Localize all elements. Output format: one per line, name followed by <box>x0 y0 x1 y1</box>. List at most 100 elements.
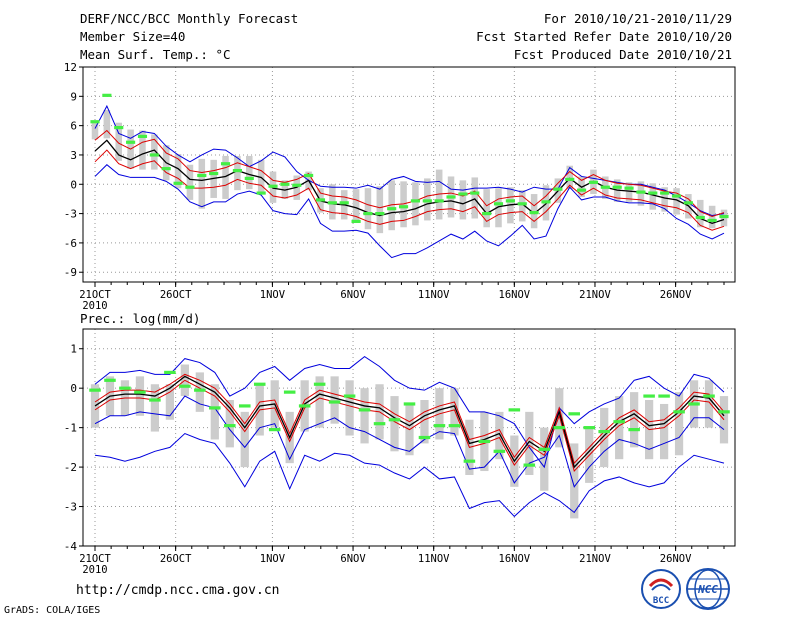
temp-marker <box>304 173 314 178</box>
precip-marker <box>508 408 521 412</box>
temp-marker <box>327 201 337 205</box>
precip-marker <box>493 449 506 453</box>
precip-spread-low-line <box>94 379 725 473</box>
temp-marker <box>149 153 159 157</box>
temp-xtick-label: 21OCT <box>79 289 111 301</box>
temp-box <box>174 153 182 189</box>
temp-marker <box>660 191 670 195</box>
temp-box <box>364 188 372 230</box>
precip-box <box>420 400 429 444</box>
member-size-label: Member Size=40 <box>80 29 186 44</box>
temp-marker <box>505 199 515 203</box>
temp-box <box>673 188 680 215</box>
temp-box <box>376 186 384 234</box>
temp-marker <box>268 184 278 188</box>
precip-marker <box>298 404 311 408</box>
temp-box <box>649 183 657 210</box>
temp-marker <box>398 205 409 209</box>
temp-marker <box>636 190 646 194</box>
temp-box <box>471 177 479 219</box>
temp-ytick-label: -9 <box>64 266 77 279</box>
precip-envelope-upper <box>94 395 725 488</box>
temp-marker <box>339 201 349 205</box>
temp-ytick-label: -6 <box>64 237 77 250</box>
temp-marker <box>90 120 100 124</box>
precip-box <box>390 396 399 452</box>
temp-marker <box>315 198 326 202</box>
temp-box <box>186 164 194 200</box>
precip-marker <box>688 402 700 406</box>
temp-box <box>625 182 633 202</box>
precip-label: Prec.: log(mm/d) <box>80 311 201 326</box>
temp-box <box>257 159 265 194</box>
precip-ytick-label: -4 <box>64 540 78 553</box>
precip-xtick-label: 1NOV <box>260 553 286 565</box>
temp-marker <box>434 199 444 203</box>
precip-box <box>555 388 564 448</box>
precip-frame <box>82 328 736 547</box>
temp-marker <box>161 167 171 171</box>
precip-ytick-label: 1 <box>70 343 77 356</box>
precip-ytick-label: 0 <box>70 382 77 395</box>
temp-box <box>566 165 573 190</box>
temp-xtick-label: 16NOV <box>499 289 531 301</box>
precip-xtick-label: 26NOV <box>660 553 692 565</box>
precip-marker <box>119 386 131 390</box>
temp-box <box>91 120 99 140</box>
temp-marker <box>410 199 421 203</box>
temp-marker <box>493 202 504 206</box>
temp-marker <box>683 201 693 205</box>
precip-marker <box>253 382 266 386</box>
precip-marker <box>89 388 101 392</box>
temp-marker <box>232 168 242 173</box>
temp-box <box>198 158 206 209</box>
grads-credit: GrADS: COLA/IGES <box>4 605 101 616</box>
precip-box <box>615 396 624 460</box>
precip-marker <box>433 424 446 428</box>
temp-xtick-label: 11NOV <box>418 289 450 301</box>
precip-box <box>495 411 504 460</box>
ncc-logo-text: NCC <box>697 583 718 596</box>
forecast-produced-date: Fcst Produced Date 2010/10/21 <box>513 47 732 62</box>
temp-marker <box>482 211 492 216</box>
precip-marker <box>209 406 221 410</box>
temp-marker <box>256 191 266 195</box>
temp-marker <box>470 191 480 195</box>
precip-marker <box>313 382 326 386</box>
precip-marker <box>463 459 476 463</box>
temp-marker <box>244 176 254 181</box>
temp-marker <box>612 185 622 189</box>
precip-marker <box>403 402 416 406</box>
precip-box <box>525 411 534 475</box>
temp-box <box>234 155 241 191</box>
temp-marker <box>173 181 183 185</box>
bcc-logo-text: BCC <box>653 596 669 606</box>
precip-marker <box>343 394 356 398</box>
temp-year-label: 2010 <box>82 300 107 312</box>
temp-box <box>483 189 490 228</box>
temp-spread-high-line <box>94 129 725 218</box>
precip-marker <box>134 390 146 394</box>
temp-marker <box>671 194 682 198</box>
precip-box <box>195 372 204 412</box>
precip-xtick-label: 6NOV <box>340 553 366 565</box>
temp-ytick-label: 12 <box>64 61 77 74</box>
temp-xtick-label: 26NOV <box>660 289 692 301</box>
temp-box <box>115 122 122 161</box>
temp-ytick-label: -3 <box>64 208 77 221</box>
precip-marker <box>388 418 401 422</box>
temp-marker <box>185 185 195 189</box>
temp-box <box>352 189 360 222</box>
precip-marker <box>164 370 176 374</box>
precip-marker <box>628 428 640 432</box>
precip-box <box>150 384 160 432</box>
precip-marker <box>104 378 116 382</box>
temp-box <box>222 155 229 199</box>
precip-box <box>135 376 145 416</box>
precip-ytick-label: -1 <box>64 422 77 435</box>
precip-envelope-max <box>94 356 725 469</box>
temp-marker <box>280 182 290 186</box>
source-url[interactable]: http://cmdp.ncc.cma.gov.cn <box>76 583 280 598</box>
temp-box <box>151 134 158 170</box>
temp-envelope-max <box>94 164 725 259</box>
